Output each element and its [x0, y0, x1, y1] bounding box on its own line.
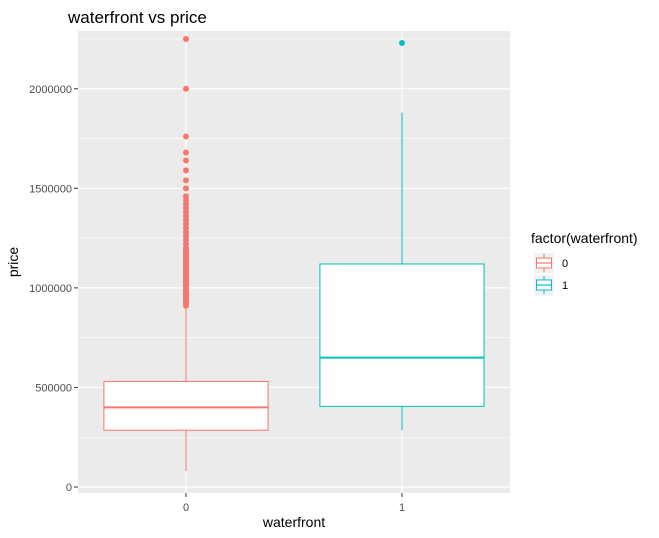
outlier-point	[183, 133, 189, 140]
y-axis: 0 500000 1000000 1500000 2000000	[29, 84, 78, 494]
legend-keys: 01	[534, 253, 568, 295]
y-tick-label: 0	[66, 482, 72, 494]
outlier-point	[183, 35, 189, 42]
outlier-point	[183, 185, 189, 192]
outlier-point	[183, 85, 189, 92]
y-tick-label: 2000000	[29, 84, 72, 96]
outlier-point	[183, 193, 189, 200]
outlier-point	[399, 39, 405, 46]
outlier-point	[183, 177, 189, 184]
legend-label: 1	[562, 280, 568, 292]
y-tick-label: 500000	[35, 382, 72, 394]
legend-item-1: 1	[534, 275, 568, 295]
legend-label: 0	[562, 258, 568, 270]
box-iqr	[103, 380, 269, 431]
x-tick-label: 1	[399, 502, 405, 514]
legend-item-0: 0	[534, 253, 568, 273]
chart-title: waterfront vs price	[67, 8, 207, 27]
outlier-point	[183, 157, 189, 164]
legend: factor(waterfront) 01	[531, 230, 638, 295]
x-tick-label: 0	[183, 502, 189, 514]
box-iqr	[319, 263, 485, 407]
boxes	[103, 35, 485, 472]
legend-title: factor(waterfront)	[531, 230, 638, 246]
x-axis-title: waterfront	[262, 514, 325, 530]
box-0	[103, 35, 269, 472]
box-1	[319, 39, 485, 431]
outlier-point	[183, 167, 189, 174]
y-tick-label: 1500000	[29, 183, 72, 195]
y-tick-label: 1000000	[29, 283, 72, 295]
outlier-point	[183, 149, 189, 156]
y-axis-title: price	[5, 247, 21, 278]
